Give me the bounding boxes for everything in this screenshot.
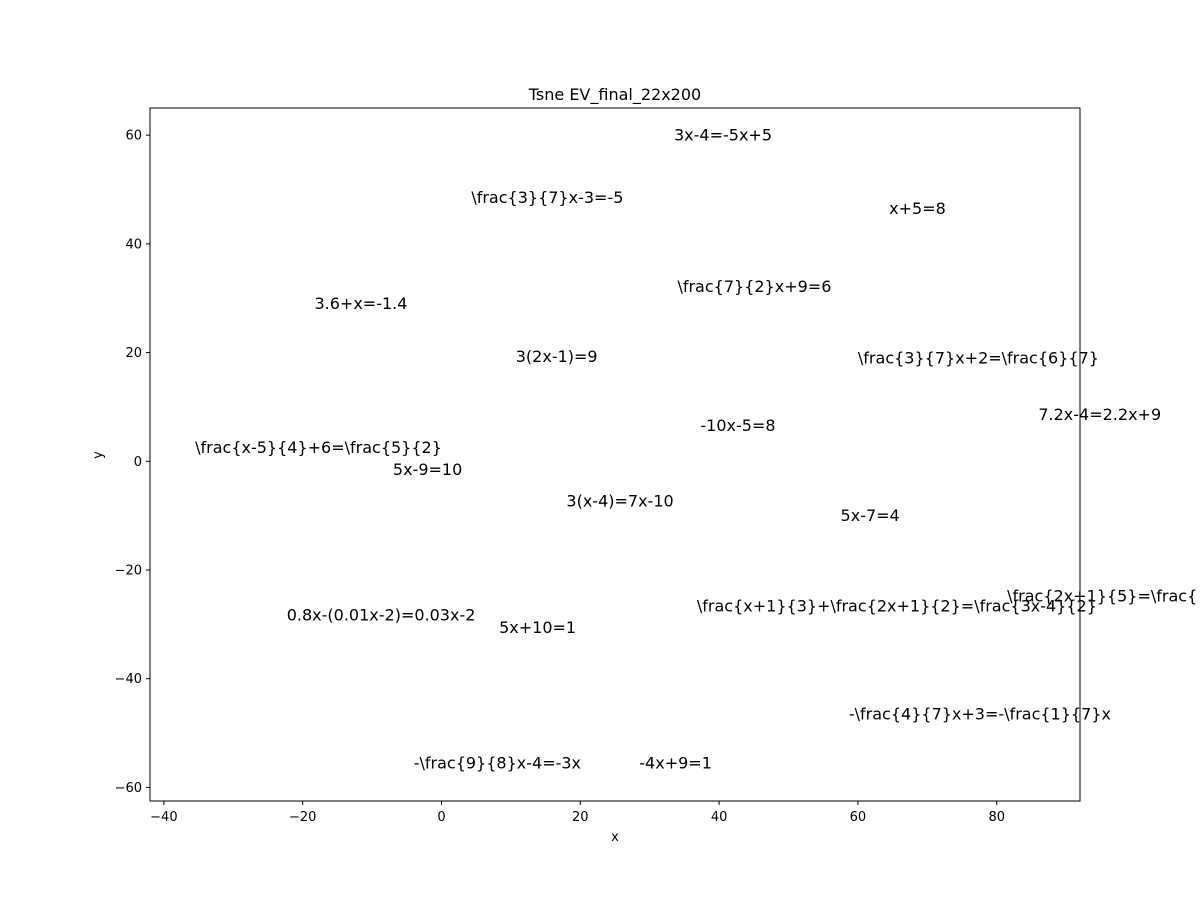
point-label: 3x-4=-5x+5 [674, 126, 772, 145]
point-labels: 3x-4=-5x+5 \frac{3}{7}x-3=-5 x+5=8 \frac{7}… [195, 126, 1197, 773]
point-label: 0.8x-(0.01x-2)=0.03x-2 [287, 606, 476, 625]
y-tick-label: −40 [115, 672, 142, 687]
y-tick-label: 0 [134, 455, 142, 470]
x-tick-label: 0 [437, 810, 445, 825]
point-label: 7.2x-4=2.2x+9 [1038, 405, 1161, 424]
y-tick-label: −60 [115, 781, 142, 796]
y-axis-title: y [91, 451, 106, 459]
point-label: -\frac{4}{7}x+3=-\frac{1}{7}x [849, 705, 1111, 724]
point-label: -10x-5=8 [700, 416, 775, 435]
x-axis-title: x [611, 830, 619, 845]
point-label: \frac{3}{7}x+2=\frac{6}{7} [858, 349, 1099, 368]
point-label: 5x+10=1 [499, 618, 576, 637]
y-tick-label: 20 [125, 346, 142, 361]
point-label: 5x-7=4 [841, 506, 900, 525]
point-label: 3(2x-1)=9 [516, 347, 598, 366]
point-label: \frac{2x+1}{5}=\frac{ [1007, 587, 1197, 606]
x-tick-label: 20 [572, 810, 589, 825]
x-tick-label: 40 [711, 810, 728, 825]
point-label: x+5=8 [889, 199, 946, 218]
y-tick-label: 60 [125, 129, 142, 144]
x-axis-ticks: −40 −20 0 20 40 60 80 [150, 801, 1005, 825]
x-tick-label: −20 [289, 810, 316, 825]
point-label: 5x-9=10 [393, 460, 462, 479]
x-tick-label: −40 [150, 810, 177, 825]
x-tick-label: 80 [988, 810, 1005, 825]
point-label: -4x+9=1 [639, 753, 712, 772]
chart-title: Tsne EV_final_22x200 [528, 85, 701, 105]
y-tick-label: 40 [125, 237, 142, 252]
point-label: 3(x-4)=7x-10 [566, 491, 673, 510]
point-label: \frac{x-5}{4}+6=\frac{5}{2} [195, 438, 442, 457]
y-tick-label: −20 [115, 564, 142, 579]
point-label: 3.6+x=-1.4 [314, 294, 407, 313]
x-tick-label: 60 [850, 810, 867, 825]
plot-area [149, 107, 1081, 802]
point-label: -\frac{9}{8}x-4=-3x [414, 753, 581, 772]
point-label: \frac{7}{2}x+9=6 [677, 277, 831, 296]
point-label: \frac{3}{7}x-3=-5 [471, 188, 623, 207]
y-axis-ticks: −60 −40 −20 0 20 40 60 [115, 129, 150, 796]
point-label: \frac{x+1}{3}+\frac{2x+1}{2}=\frac{3x-4}… [697, 596, 1097, 615]
